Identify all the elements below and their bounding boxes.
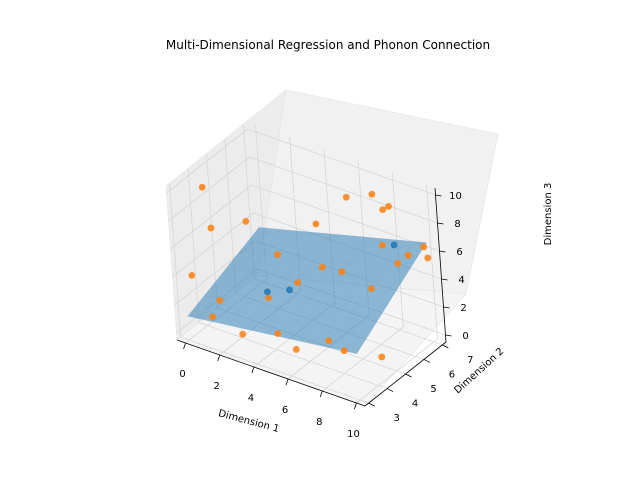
data-point [368,190,376,198]
axis-lines [176,187,452,410]
z-tick-mark [439,250,446,253]
data-point [404,251,412,259]
x-tick-mark [251,366,255,374]
grid-line-z [251,184,440,252]
data-point [379,206,387,214]
z-tick-label: 0 [462,331,468,342]
z-tick-label: 10 [449,191,462,202]
data-point [338,268,346,276]
y-tick-mark [368,402,375,407]
z-tick-mark [435,194,442,197]
data-point [188,271,196,279]
grid-line-z [166,128,248,194]
highlight-point [264,288,271,296]
data-point [274,330,282,337]
x-axis-label: Dimension 1 [217,408,280,435]
x-tick-mark [354,402,357,410]
data-point [242,218,250,225]
data-point [216,296,224,304]
grid-line-z [249,156,438,224]
data-point [274,251,281,258]
grid-line-y [187,168,200,323]
chart-title: Multi-Dimensional Regression and Phonon … [166,38,490,52]
z-tick-mark [443,306,450,309]
y-tick-mark [423,359,431,363]
x-tick-mark [319,390,323,398]
z-tick-mark [441,278,448,281]
x-axis-line [176,339,366,407]
highlight-point [286,286,293,294]
data-point [312,220,320,228]
grid-line-z [247,128,436,196]
data-point [342,193,350,201]
data-point [239,330,247,338]
x-tick-mark [285,378,289,386]
x-tick-label: 6 [282,405,288,416]
data-point [265,294,272,302]
y-tick-mark [386,388,394,392]
z-tick-label: 4 [458,275,464,286]
x-tick-label: 8 [316,417,322,428]
x-tick-mark [217,354,221,362]
y-tick-label: 4 [412,399,418,410]
data-point [420,243,428,251]
grid-line-y [169,183,182,338]
grid-line-y [180,336,369,404]
x-tick-label: 2 [214,381,220,392]
regression-surface [187,227,427,355]
grid-line-y [198,322,388,389]
data-point [207,224,215,232]
data-point [379,241,386,249]
data-point [394,260,402,267]
data-point [325,337,333,345]
scatter-points [188,183,432,361]
y-tick-mark [442,344,449,349]
data-point [209,313,216,321]
grid-line-z [170,184,252,250]
y-tick-label: 3 [393,413,399,424]
grid-line-z [168,156,250,222]
y-tick-label: 7 [467,355,473,366]
y-axis-line [364,341,447,407]
data-point [340,347,348,355]
x-tick-label: 0 [179,369,185,380]
x-tick-mark [183,342,186,350]
z-tick-label: 6 [456,247,462,258]
z-tick-label: 2 [460,303,466,314]
data-point [424,254,432,262]
surface-facet [402,240,427,254]
z-axis-line [434,187,447,343]
z-tick-mark [437,222,444,225]
z-axis-label: Dimension 3 [543,183,554,246]
data-point [378,353,386,361]
data-point [198,183,206,191]
highlight-point [390,241,398,249]
x-tick-label: 10 [347,429,360,440]
z-tick-mark [445,334,452,337]
tick-labels: 0 2 4 6 8 10 3 4 5 6 7 0 2 4 6 8 10 [179,191,473,440]
data-point [318,263,326,271]
grid-line-x [426,184,438,340]
y-tick-label: 5 [430,384,436,395]
data-point [385,202,392,210]
grid-line-z [172,212,254,278]
data-point [292,346,300,353]
x-tick-label: 4 [248,393,254,404]
z-tick-label: 8 [454,219,460,230]
y-tick-mark [405,373,412,378]
data-point [367,285,375,293]
data-point [294,279,301,286]
y-tick-label: 6 [449,369,455,380]
y-axis-label: Dimension 2 [452,346,506,396]
